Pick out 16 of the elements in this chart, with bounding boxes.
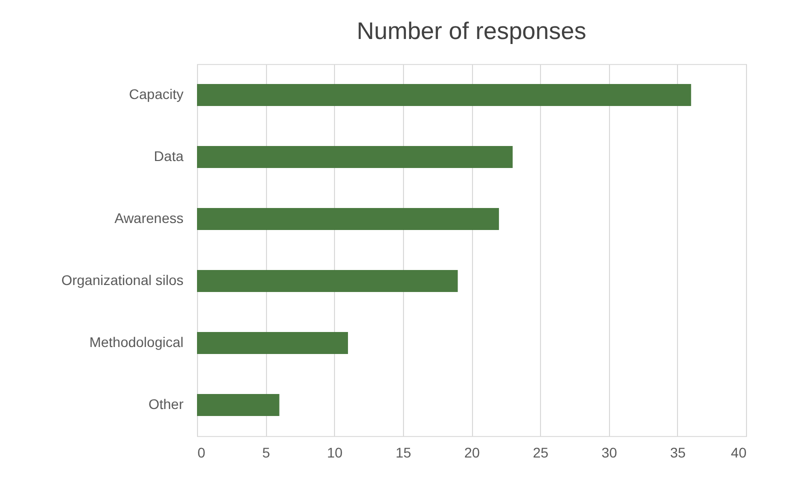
- x-tick-label: 10: [326, 444, 343, 460]
- chart-title: Number of responses: [356, 18, 586, 45]
- x-tick-label: 0: [198, 444, 206, 460]
- y-tick-label: Organizational silos: [61, 272, 184, 288]
- y-tick-label: Other: [148, 396, 184, 412]
- y-tick-label: Capacity: [129, 86, 184, 102]
- y-tick-label: Methodological: [89, 334, 184, 350]
- x-tick-label: 5: [262, 444, 270, 460]
- x-tick-label: 25: [532, 444, 549, 460]
- x-tick-label: 30: [601, 444, 618, 460]
- y-tick-label: Data: [154, 148, 184, 164]
- x-tick-label: 35: [670, 444, 686, 460]
- x-tick-label: 15: [396, 444, 412, 460]
- x-tick-label: 40: [730, 444, 747, 460]
- x-tick-label: 20: [464, 444, 480, 460]
- y-tick-label: Awareness: [114, 210, 184, 226]
